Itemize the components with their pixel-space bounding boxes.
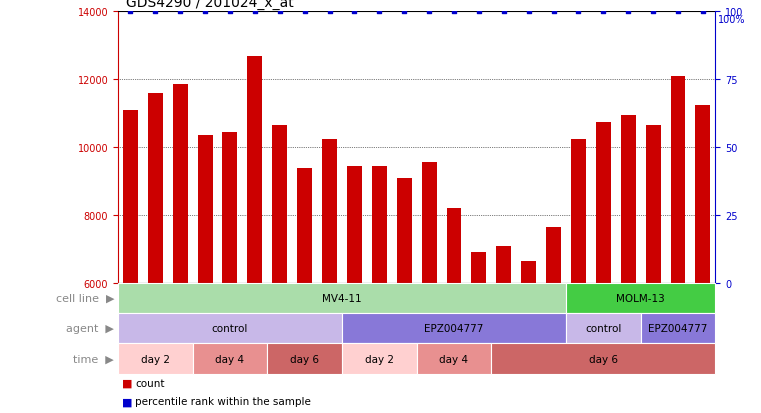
Bar xyxy=(645,126,661,413)
Point xyxy=(349,9,361,16)
Bar xyxy=(148,94,163,413)
Text: day 2: day 2 xyxy=(141,354,170,364)
Point xyxy=(298,9,310,16)
Text: EPZ004777: EPZ004777 xyxy=(425,323,484,334)
Bar xyxy=(571,140,586,413)
Point xyxy=(274,9,286,16)
Bar xyxy=(193,344,267,374)
Bar xyxy=(342,344,416,374)
Point xyxy=(672,9,684,16)
Bar xyxy=(118,344,193,374)
Bar xyxy=(422,163,437,413)
Text: day 4: day 4 xyxy=(215,354,244,364)
Text: MV4-11: MV4-11 xyxy=(322,293,361,304)
Point xyxy=(597,9,610,16)
Point xyxy=(473,9,485,16)
Point xyxy=(199,9,211,16)
Bar xyxy=(198,136,212,413)
Bar xyxy=(372,166,387,413)
Point xyxy=(124,9,136,16)
Point xyxy=(498,9,510,16)
Point xyxy=(174,9,186,16)
Text: percentile rank within the sample: percentile rank within the sample xyxy=(135,396,311,406)
Text: control: control xyxy=(585,323,622,334)
Text: GDS4290 / 201024_x_at: GDS4290 / 201024_x_at xyxy=(126,0,293,10)
Point xyxy=(697,9,709,16)
Point xyxy=(249,9,261,16)
Bar xyxy=(566,313,641,344)
Point xyxy=(523,9,535,16)
Point xyxy=(423,9,435,16)
Text: count: count xyxy=(135,378,165,388)
Bar xyxy=(123,111,138,413)
Bar xyxy=(471,253,486,413)
Text: day 6: day 6 xyxy=(589,354,618,364)
Point xyxy=(572,9,584,16)
Point xyxy=(622,9,635,16)
Point xyxy=(547,9,559,16)
Bar xyxy=(173,85,188,413)
Point xyxy=(149,9,161,16)
Bar xyxy=(566,283,715,313)
Text: time  ▶: time ▶ xyxy=(73,354,114,364)
Bar xyxy=(546,228,561,413)
Bar xyxy=(492,344,715,374)
Bar xyxy=(521,261,536,413)
Text: control: control xyxy=(212,323,248,334)
Text: agent  ▶: agent ▶ xyxy=(66,323,114,334)
Point xyxy=(647,9,659,16)
Bar xyxy=(247,57,263,413)
Bar xyxy=(272,126,287,413)
Bar xyxy=(222,133,237,413)
Text: ■: ■ xyxy=(122,396,132,406)
Bar xyxy=(297,168,312,413)
Bar xyxy=(670,77,686,413)
Text: EPZ004777: EPZ004777 xyxy=(648,323,708,334)
Bar xyxy=(118,313,342,344)
Text: MOLM-13: MOLM-13 xyxy=(616,293,665,304)
Point xyxy=(448,9,460,16)
Text: ■: ■ xyxy=(122,378,132,388)
Bar xyxy=(267,344,342,374)
Text: day 4: day 4 xyxy=(440,354,469,364)
Bar xyxy=(447,209,461,413)
Point xyxy=(224,9,236,16)
Point xyxy=(373,9,385,16)
Bar xyxy=(496,246,511,413)
Text: cell line  ▶: cell line ▶ xyxy=(56,293,114,304)
Bar xyxy=(118,283,566,313)
Text: day 6: day 6 xyxy=(290,354,319,364)
Bar xyxy=(342,313,566,344)
Bar xyxy=(621,116,635,413)
Bar xyxy=(416,344,492,374)
Bar xyxy=(641,313,715,344)
Bar xyxy=(347,166,362,413)
Point xyxy=(398,9,410,16)
Bar xyxy=(396,178,412,413)
Bar xyxy=(696,106,710,413)
Text: 100%: 100% xyxy=(718,15,746,25)
Text: day 2: day 2 xyxy=(365,354,393,364)
Bar xyxy=(596,123,611,413)
Point xyxy=(323,9,336,16)
Bar xyxy=(322,140,337,413)
